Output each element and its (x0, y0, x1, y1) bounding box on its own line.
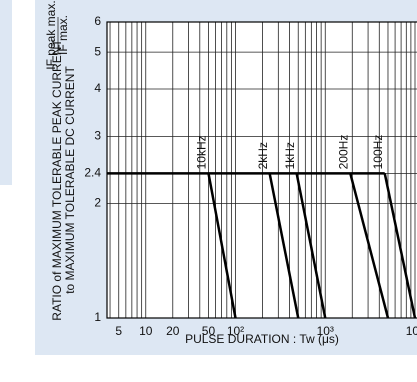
x-tick-label: 10 (139, 324, 153, 338)
x-tick-label: 20 (166, 324, 180, 338)
x-tick-label: 50 (202, 324, 216, 338)
series-label: 10kHz (195, 135, 209, 169)
y-tick-label: 6 (94, 14, 101, 28)
fraction-denominator: IF max. (56, 15, 70, 55)
x-tick-label: 10² (227, 324, 244, 338)
fraction-numerator: IF peak max. (44, 0, 58, 69)
series-line (383, 173, 417, 319)
y-tick-label: 4 (94, 81, 101, 95)
y-label-line: to MAXIMUM TOLERABLE DC CURRENT (63, 66, 77, 294)
series-label: 1kHz (283, 142, 297, 169)
plot-area (107, 22, 417, 318)
x-label: PULSE DURATION : Tw (μs) (185, 332, 339, 346)
y-tick-label: 2 (94, 196, 101, 210)
y-label-line: RATIO of MAXIMUM TOLERABLE PEAK CURRENT (50, 39, 64, 321)
plot-frame (106, 21, 417, 319)
series-line (268, 173, 300, 319)
series-label: 2kHz (256, 142, 270, 169)
y-tick-label: 3 (94, 129, 101, 143)
x-tick-label: 10⁴ (406, 324, 417, 338)
series-label: 100Hz (371, 135, 385, 170)
series-line (207, 173, 237, 319)
series-line (349, 173, 390, 319)
y-tick-label: 2.4 (84, 166, 101, 180)
x-tick-label: 10³ (317, 324, 334, 338)
side-strip (0, 0, 12, 185)
series-label: 200Hz (336, 135, 350, 170)
x-tick-label: 5 (115, 324, 122, 338)
y-tick-label: 1 (94, 310, 101, 324)
y-tick-label: 5 (94, 44, 101, 58)
series-line (295, 173, 327, 319)
y-label: RATIO of MAXIMUM TOLERABLE PEAK CURRENT … (44, 0, 77, 320)
